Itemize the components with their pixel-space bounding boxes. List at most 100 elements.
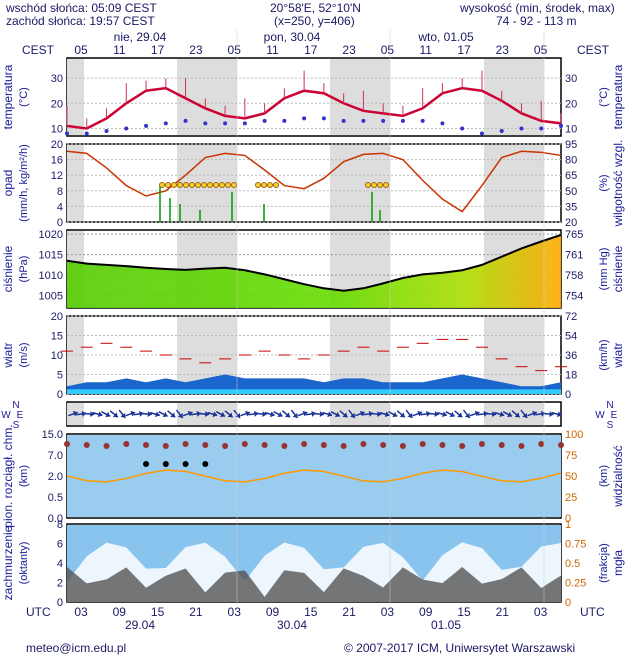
- top-hour-label: 17: [151, 43, 165, 57]
- wind-arrow-head: [112, 412, 118, 418]
- humidity-tick-right: 80: [565, 155, 577, 167]
- compass-label-right: N: [606, 400, 613, 411]
- wind-arrow-head: [245, 410, 250, 417]
- wind-arrow: [273, 410, 283, 418]
- left-axis-title: wiatr: [1, 342, 15, 368]
- visibility-area: [67, 435, 561, 517]
- wind-arrow-head: [377, 411, 382, 418]
- cloud-top-point: [123, 441, 130, 447]
- tz-top-label-right: CEST: [577, 43, 610, 57]
- wind-arrow: [379, 411, 390, 418]
- dewpoint-point: [163, 121, 168, 126]
- wind-arrow: [436, 411, 448, 418]
- dewpoint-point: [302, 116, 307, 121]
- cloud-top-point: [459, 443, 466, 449]
- dewpoint-point: [539, 126, 544, 131]
- cloudbase-tick-left: 15.0: [42, 429, 63, 441]
- left-axis-unit: (m/s): [18, 342, 30, 367]
- wind-arrow: [240, 410, 251, 417]
- pressure-tick-left: 1005: [39, 291, 63, 303]
- wind-arrow: [551, 411, 562, 418]
- compass-label: W: [1, 410, 11, 421]
- wind-arrow-head: [449, 411, 455, 418]
- fog-tick-right: 0.25: [565, 578, 586, 590]
- temperature-line: [66, 86, 562, 130]
- wind-arrow: [182, 410, 193, 417]
- bottom-hour-label: 09: [113, 605, 127, 619]
- wind-arrow-head: [187, 410, 193, 417]
- humidity-tick-right: 50: [565, 186, 577, 198]
- precip-tick-left: 20: [51, 139, 63, 151]
- cloudbase-tick-left: 0.0: [48, 513, 63, 525]
- left-axis-unit: (km): [18, 465, 30, 487]
- night-band: [484, 403, 544, 425]
- shower-marker: [383, 182, 389, 188]
- night-band: [330, 59, 390, 135]
- shower-marker: [159, 182, 165, 188]
- cloud-base-point: [143, 461, 150, 467]
- top-hour-label: 17: [304, 43, 318, 57]
- left-axis-title: pion. rozciągł. chm.: [1, 424, 15, 527]
- left-axis-unit: (°C): [18, 87, 30, 107]
- fog-tick-right: 1: [565, 519, 571, 531]
- wind-arrow-head: [120, 412, 126, 418]
- wind-tick-right: 36: [565, 350, 577, 362]
- top-day-label: pon, 30.04: [264, 30, 321, 44]
- wind-arrow-head: [90, 411, 95, 418]
- dewpoint-point: [84, 131, 89, 136]
- wind-arrow: [339, 410, 348, 418]
- wind-tick-right: 0: [565, 389, 571, 401]
- wind-tick-left: 15: [51, 331, 63, 343]
- wind-tick-right: 72: [565, 311, 577, 323]
- wind-arrow-head: [522, 412, 528, 418]
- wind-arrow-head: [196, 410, 201, 417]
- cloud-top-point: [103, 443, 110, 449]
- coords-text: 20°58'E, 52°10'N: [270, 1, 361, 15]
- wind-arrow: [118, 409, 126, 419]
- cloud-top-point: [360, 441, 367, 447]
- bottom-hour-label: 15: [151, 605, 165, 619]
- wind-arrow: [502, 410, 513, 418]
- wind-arrow: [348, 409, 356, 419]
- wind-arrow-head: [277, 411, 283, 418]
- left-axis-title: zachmurzenie: [1, 525, 15, 600]
- footer-email[interactable]: meteo@icm.edu.pl: [26, 641, 127, 655]
- wind-arrow: [207, 411, 218, 418]
- dewpoint-point: [519, 126, 524, 131]
- top-hour-label: 17: [457, 43, 471, 57]
- right-axis-title: wilgotność wzgl.: [611, 140, 625, 228]
- wind-arrow-head: [130, 410, 136, 417]
- cloud-top-point: [83, 442, 90, 448]
- wind-arrow: [412, 410, 423, 417]
- dewpoint-point: [262, 118, 267, 123]
- wind-arrow: [543, 411, 554, 418]
- footer-copyright: © 2007-2017 ICM, Uniwersytet Warszawski: [344, 641, 576, 655]
- wind-arrow-head: [392, 411, 398, 418]
- wind-arrow-head: [442, 411, 447, 418]
- pressure-tick-right: 761: [565, 250, 583, 262]
- wind-arrow-head: [147, 411, 152, 418]
- precip-tick-left: 4: [57, 201, 63, 213]
- tz-top-label: CEST: [22, 43, 55, 57]
- dewpoint-point: [341, 118, 346, 123]
- right-axis-title: widzialność: [611, 445, 625, 507]
- wind-arrow-head: [319, 411, 324, 418]
- compass-label-right: S: [607, 420, 614, 431]
- sunrise-text: wschód słońca: 05:09 CEST: [6, 1, 157, 15]
- dewpoint-point: [499, 128, 504, 133]
- top-hour-label: 23: [496, 43, 510, 57]
- bottom-hour-label: 15: [304, 605, 318, 619]
- shower-marker: [195, 182, 201, 188]
- wind-arrow-head: [81, 410, 87, 417]
- cloud-top-point: [182, 441, 189, 447]
- wind-arrow: [520, 409, 528, 419]
- wind-arrow: [494, 411, 505, 418]
- cloud-top-point: [281, 443, 288, 449]
- cloud-top-point: [202, 442, 209, 448]
- elevation-label: wysokość (min, środek, max): [460, 1, 615, 15]
- cloud-low-area: [67, 567, 561, 602]
- dewpoint-point: [282, 118, 287, 123]
- cloud-top-point: [64, 441, 70, 447]
- wind-arrow: [125, 410, 136, 417]
- right-axis-title: mgła: [611, 550, 625, 576]
